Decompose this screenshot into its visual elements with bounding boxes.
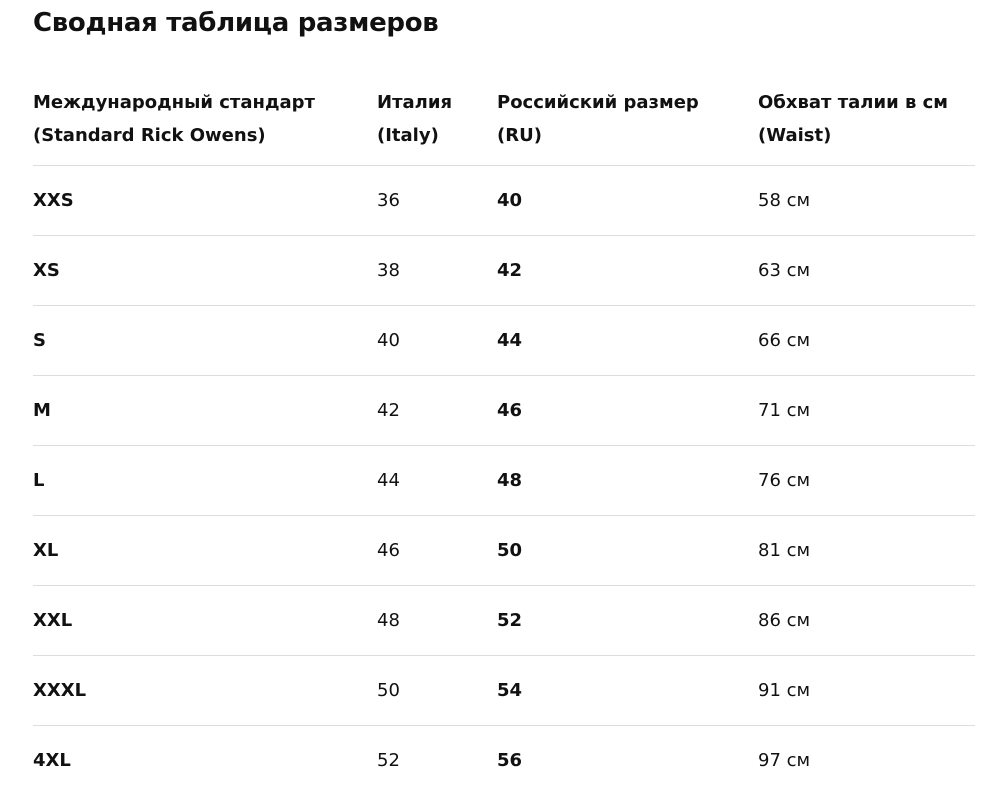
table-cell: 54: [497, 680, 523, 701]
header-line: Италия: [377, 92, 452, 113]
table-cell: 97 см: [758, 750, 811, 771]
table-cell: 36: [377, 190, 400, 211]
table-cell: 40: [377, 330, 400, 351]
header-line: (Waist): [758, 125, 832, 146]
header-line: Российский размер: [497, 92, 699, 113]
table-cell: 52: [377, 750, 400, 771]
table-row: XXL 48 52 86 см: [33, 585, 975, 656]
table-cell: 48: [377, 610, 400, 631]
header-line: (Standard Rick Owens): [33, 125, 266, 146]
table-cell: 52: [497, 610, 523, 631]
table-cell: XXL: [33, 610, 73, 631]
table-cell: 56: [497, 750, 523, 771]
table-cell: 48: [497, 470, 523, 491]
table-row: XL 46 50 81 см: [33, 515, 975, 586]
table-cell: 66 см: [758, 330, 811, 351]
header-cell: Обхват талии в см (Waist): [758, 86, 948, 152]
page-title: Сводная таблица размеров: [33, 8, 439, 38]
table-cell: 76 см: [758, 470, 811, 491]
table-row: 4XL 52 56 97 см: [33, 725, 975, 796]
table-cell: 42: [377, 400, 400, 421]
table-cell: 44: [497, 330, 523, 351]
table-cell: S: [33, 330, 46, 351]
table-cell: 4XL: [33, 750, 71, 771]
table-cell: L: [33, 470, 45, 491]
table-cell: 46: [377, 540, 400, 561]
table-cell: 81 см: [758, 540, 811, 561]
header-cell: Российский размер (RU): [497, 86, 699, 152]
header-line: (RU): [497, 125, 542, 146]
table-cell: 44: [377, 470, 400, 491]
table-cell: 63 см: [758, 260, 811, 281]
table-cell: 46: [497, 400, 523, 421]
table-cell: XXXL: [33, 680, 87, 701]
table-row: S 40 44 66 см: [33, 305, 975, 376]
table-cell: 91 см: [758, 680, 811, 701]
table-row: XXXL 50 54 91 см: [33, 655, 975, 726]
header-line: Обхват талии в см: [758, 92, 949, 113]
table-cell: M: [33, 400, 51, 421]
table-cell: 71 см: [758, 400, 811, 421]
header-cell: Италия (Italy): [377, 86, 452, 152]
table-row: XS 38 42 63 см: [33, 235, 975, 306]
table-cell: 86 см: [758, 610, 811, 631]
table-cell: 40: [497, 190, 523, 211]
table-cell: 50: [497, 540, 523, 561]
table-row: L 44 48 76 см: [33, 445, 975, 516]
table-cell: XL: [33, 540, 59, 561]
table-cell: 58 см: [758, 190, 811, 211]
table-cell: XXS: [33, 190, 74, 211]
table-cell: 50: [377, 680, 400, 701]
table-row: XXS 36 40 58 см: [33, 165, 975, 236]
header-line: Международный стандарт: [33, 92, 315, 113]
table-cell: XS: [33, 260, 60, 281]
header-line: (Italy): [377, 125, 439, 146]
table-cell: 42: [497, 260, 523, 281]
table-row: M 42 46 71 см: [33, 375, 975, 446]
header-cell: Международный стандарт (Standard Rick Owe…: [33, 86, 315, 152]
table-cell: 38: [377, 260, 400, 281]
